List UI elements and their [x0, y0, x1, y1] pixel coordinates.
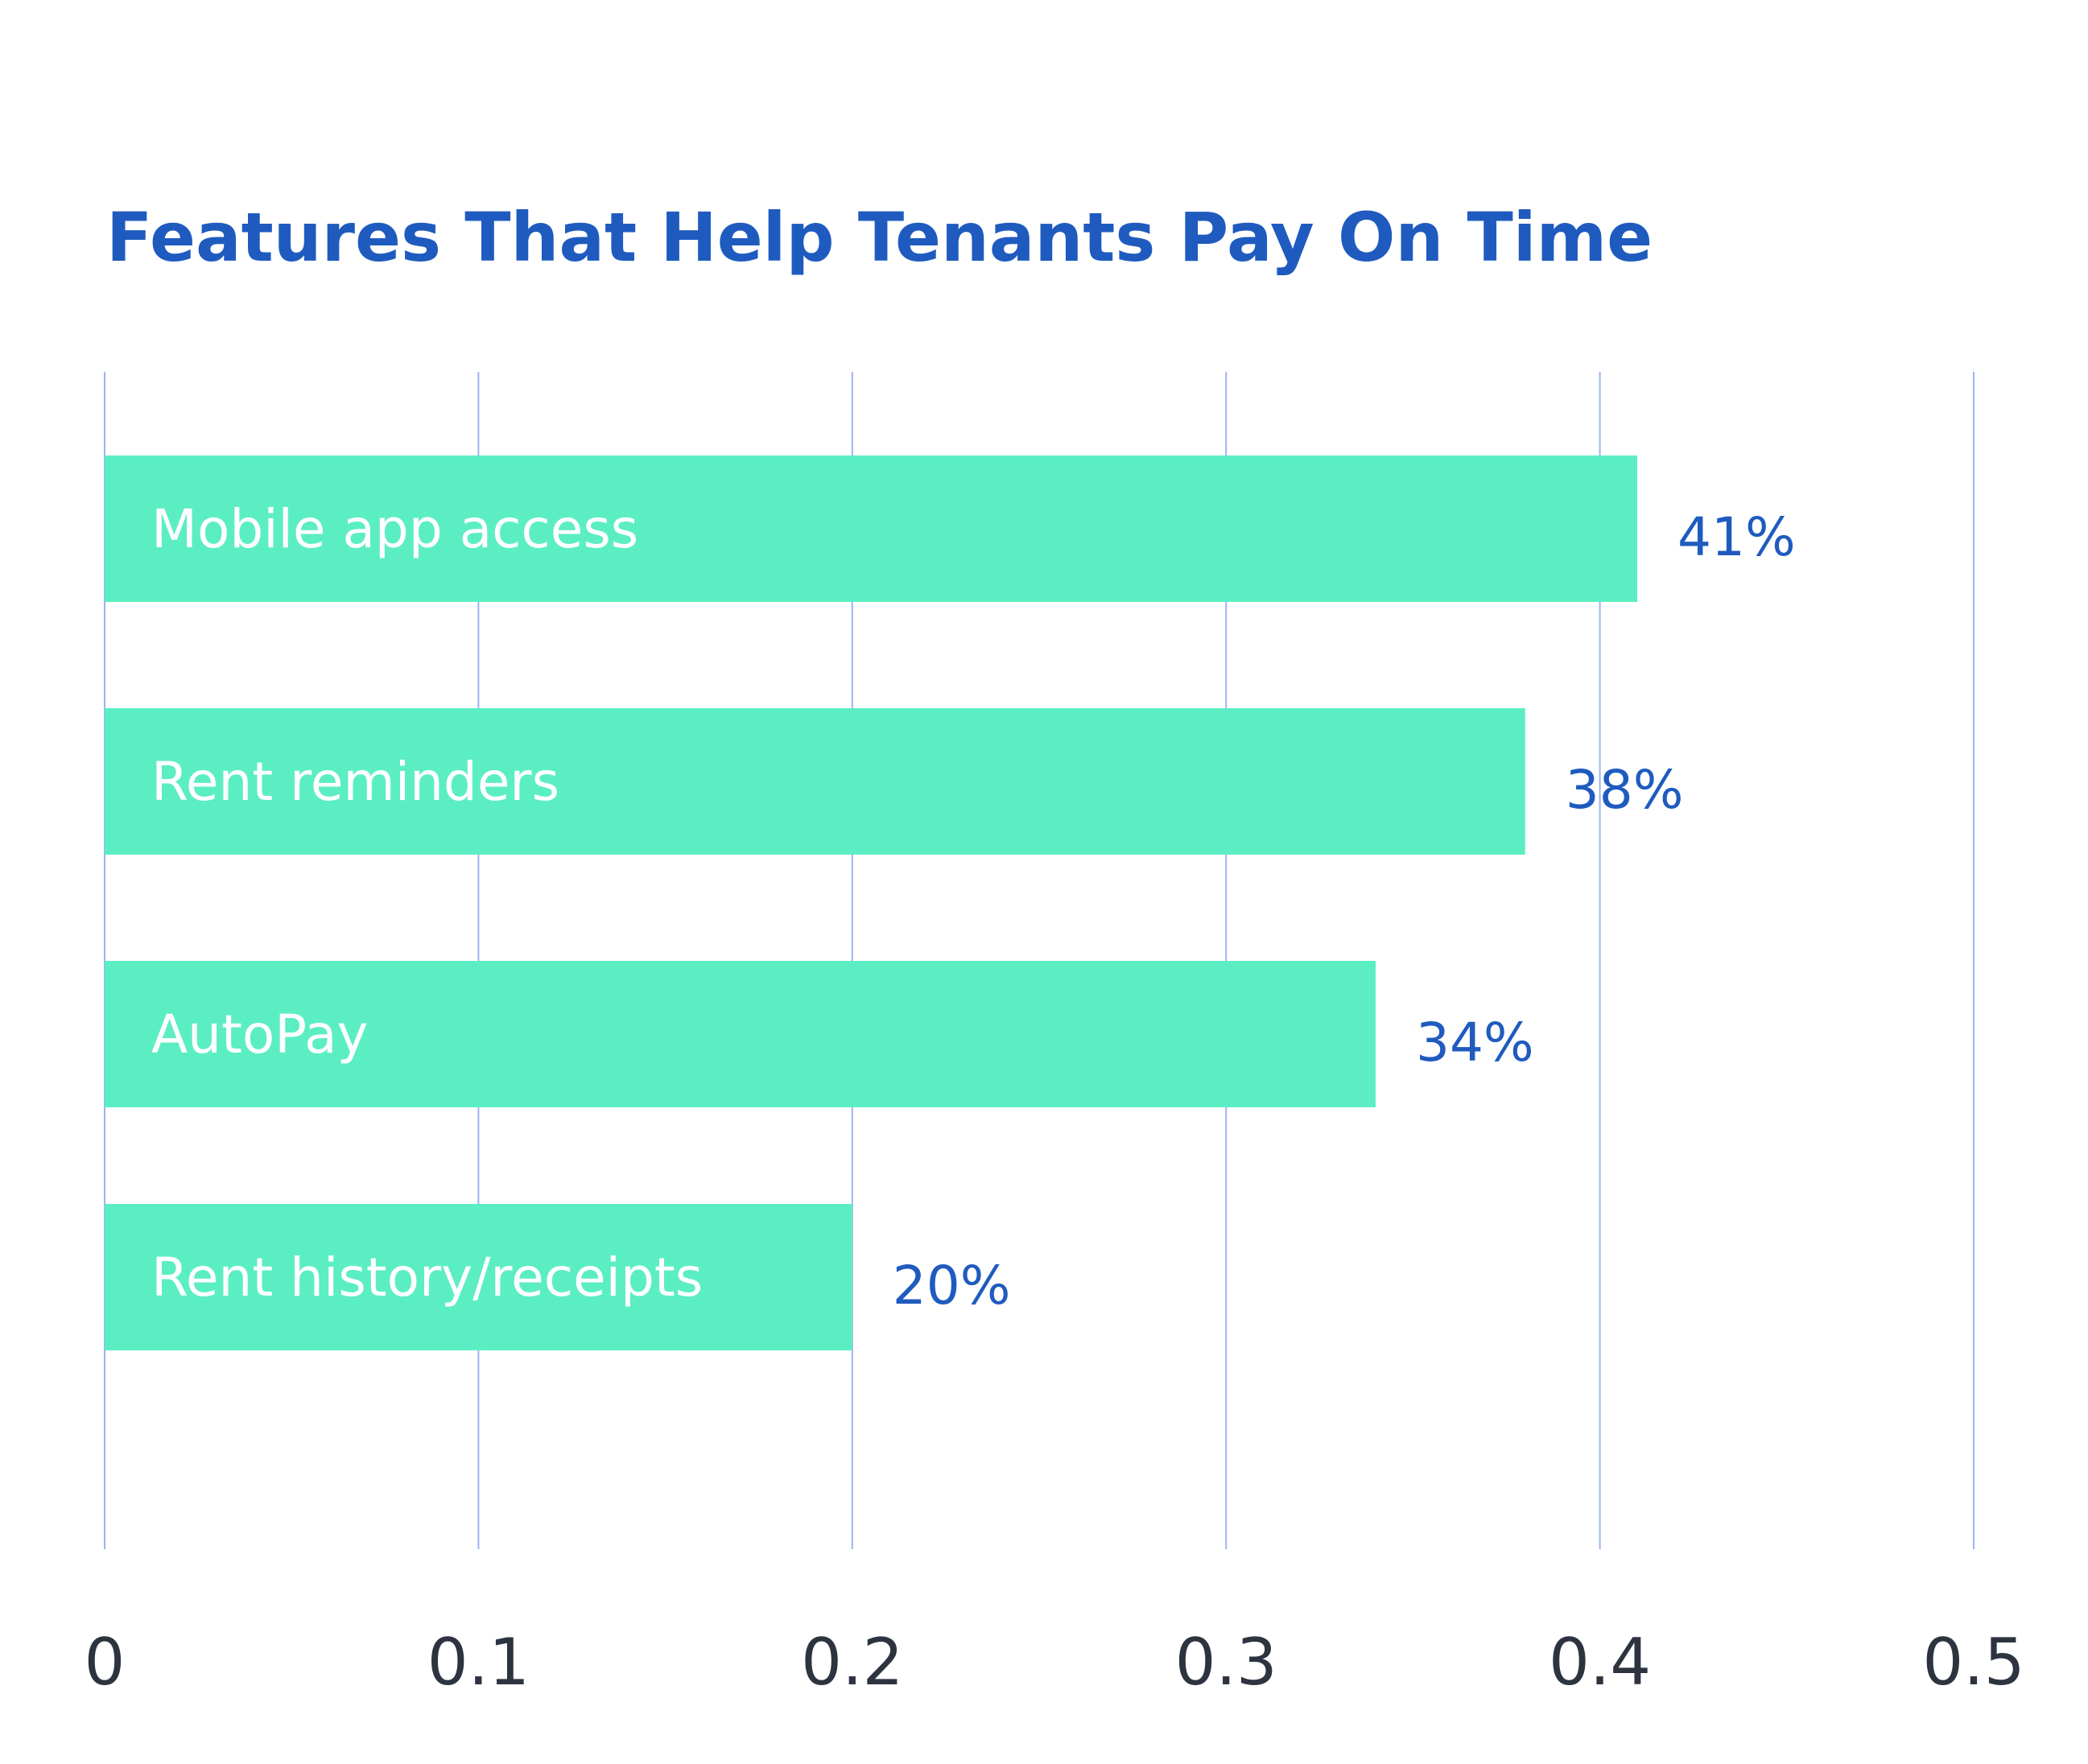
bar-category-label: AutoPay: [151, 1004, 369, 1065]
x-tick-label: 0.4: [1549, 1625, 1651, 1700]
x-tick-label: 0.2: [801, 1625, 903, 1700]
x-tick-label: 0.5: [1922, 1625, 2024, 1700]
bars: Mobile app access 41% Rent reminders 38% Aut…: [105, 455, 1796, 1350]
chart-title: Features That Help Tenants Pay On Time: [106, 198, 1653, 277]
x-tick-label: 0.3: [1175, 1625, 1277, 1700]
bar-category-label: Rent history/receipts: [151, 1247, 703, 1309]
bar-category-label: Mobile app access: [151, 498, 638, 560]
bar-value-label: 38%: [1566, 759, 1684, 821]
x-tick-label: 0.1: [427, 1625, 530, 1700]
x-tick-label: 0: [85, 1625, 126, 1700]
bar-value-label: 20%: [893, 1255, 1011, 1317]
bar: [105, 961, 1376, 1107]
bar-category-label: Rent reminders: [151, 751, 559, 813]
bar: [105, 1204, 852, 1350]
x-axis-ticks: 0 0.1 0.2 0.3 0.4 0.5: [85, 1625, 2025, 1700]
bar-value-label: 41%: [1677, 506, 1796, 568]
bar: [105, 708, 1525, 855]
bar: [105, 455, 1638, 602]
bar-value-label: 34%: [1416, 1012, 1534, 1074]
